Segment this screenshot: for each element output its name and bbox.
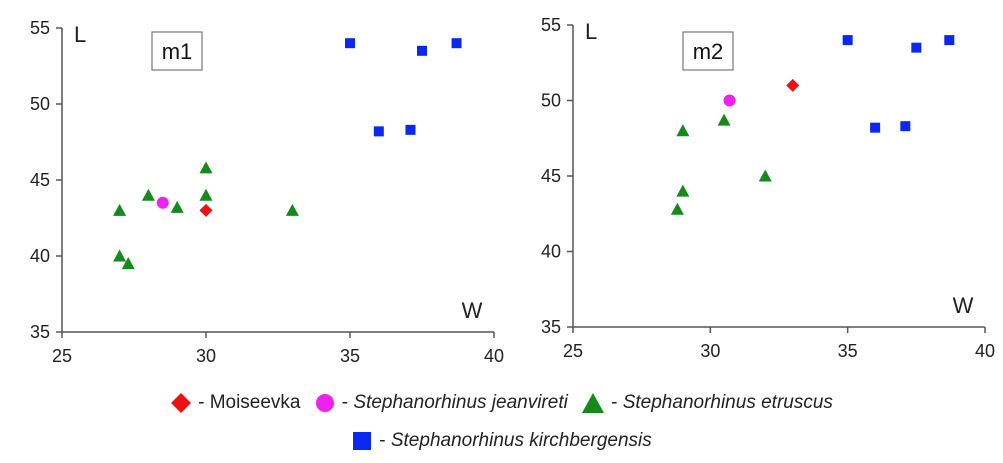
y-tick-label: 35 <box>30 322 50 342</box>
y-tick-label: 35 <box>541 317 561 337</box>
data-point-stephanorhinus-etruscus <box>199 188 213 201</box>
panel-label-box <box>682 31 734 71</box>
diamond-marker-icon <box>171 393 192 413</box>
y-tick-label: 45 <box>30 170 50 190</box>
data-point-stephanorhinus-etruscus <box>170 200 184 213</box>
data-point-stephanorhinus-jeanvireti <box>723 94 736 107</box>
legend-separator: - <box>611 392 618 414</box>
panel-label: m2 <box>693 39 724 64</box>
data-point-stephanorhinus-etruscus <box>670 202 684 215</box>
data-point-stephanorhinus-kirchbergensis <box>911 42 922 53</box>
data-point-stephanorhinus-kirchbergensis <box>345 38 355 49</box>
chart-panel-m2: 35 40 45 50 55 25 30 35 40 L Wm2 <box>541 15 995 361</box>
y-axis-label: L <box>74 22 86 47</box>
triangle-marker-icon <box>582 393 605 413</box>
chart-panel-m1: 35 40 45 50 55 25 30 35 40 L Wm1 <box>30 18 504 366</box>
y-tick-label: 50 <box>30 94 50 114</box>
data-point-stephanorhinus-etruscus <box>285 203 299 216</box>
figure-charts: 35 40 45 50 55 25 30 35 40 L Wm1 35 40 45 50 55 25 30 35 40… <box>30 15 995 366</box>
panel-label: m1 <box>162 39 193 64</box>
data-point-stephanorhinus-etruscus <box>758 169 772 182</box>
panel-label-box <box>151 31 203 71</box>
x-axis-label: W <box>953 293 974 318</box>
x-tick-label: 40 <box>975 341 995 361</box>
x-tick-label: 30 <box>700 341 720 361</box>
legend-label-moiseevka: Moiseevka <box>209 392 301 413</box>
circle-marker-icon <box>315 394 334 412</box>
y-tick-label: 50 <box>541 91 561 111</box>
x-tick-label: 35 <box>340 346 360 366</box>
y-tick-label: 40 <box>30 246 50 266</box>
y-axis-label: L <box>585 19 597 44</box>
legend-separator: - <box>379 430 386 452</box>
legend-row-1: - Moiseevka - Stephanorhinus jeanvireti … <box>0 392 1003 414</box>
data-point-stephanorhinus-kirchbergensis <box>842 35 853 46</box>
data-point-stephanorhinus-etruscus <box>121 257 135 270</box>
data-point-moiseevka <box>199 203 213 217</box>
data-point-stephanorhinus-etruscus <box>141 188 155 201</box>
x-tick-label: 30 <box>196 346 216 366</box>
data-point-stephanorhinus-etruscus <box>199 161 213 174</box>
y-tick-label: 55 <box>30 18 50 38</box>
legend-item-kirchbergensis: - Stephanorhinus kirchbergensis <box>351 430 652 452</box>
x-tick-label: 25 <box>563 341 583 361</box>
data-point-stephanorhinus-kirchbergensis <box>417 45 427 56</box>
data-point-stephanorhinus-etruscus <box>113 203 127 216</box>
data-point-stephanorhinus-kirchbergensis <box>944 35 955 46</box>
legend-row-2: - Stephanorhinus kirchbergensis <box>0 430 1003 452</box>
data-point-stephanorhinus-etruscus <box>676 184 690 197</box>
legend-item-moiseevka: - Moiseevka <box>170 392 301 414</box>
y-tick-label: 40 <box>541 242 561 262</box>
data-point-stephanorhinus-jeanvireti <box>156 196 169 209</box>
data-point-stephanorhinus-kirchbergensis <box>405 124 416 135</box>
legend-label-kirchbergensis: Stephanorhinus kirchbergensis <box>390 430 652 451</box>
x-tick-label: 35 <box>838 341 858 361</box>
legend-separator: - <box>198 392 205 414</box>
data-point-stephanorhinus-etruscus <box>717 113 731 126</box>
data-point-stephanorhinus-kirchbergensis <box>373 126 384 137</box>
data-point-stephanorhinus-etruscus <box>676 124 690 137</box>
legend-separator: - <box>341 392 349 414</box>
data-point-stephanorhinus-kirchbergensis <box>451 38 462 49</box>
data-point-stephanorhinus-kirchbergensis <box>900 121 911 132</box>
y-tick-label: 45 <box>541 166 561 186</box>
y-tick-label: 55 <box>541 15 561 35</box>
data-point-moiseevka <box>786 78 800 92</box>
legend-item-etruscus: - Stephanorhinus etruscus <box>581 392 833 414</box>
x-tick-label: 25 <box>52 346 72 366</box>
legend-item-jeanvireti: - Stephanorhinus jeanvireti <box>314 392 568 414</box>
data-point-stephanorhinus-kirchbergensis <box>870 122 881 133</box>
legend-label-etruscus: Stephanorhinus etruscus <box>622 392 833 413</box>
x-tick-label: 40 <box>484 346 504 366</box>
square-marker-icon <box>353 432 372 450</box>
data-point-stephanorhinus-etruscus <box>113 249 127 262</box>
x-axis-label: W <box>462 298 483 323</box>
legend-label-jeanvireti: Stephanorhinus jeanvireti <box>353 392 568 413</box>
